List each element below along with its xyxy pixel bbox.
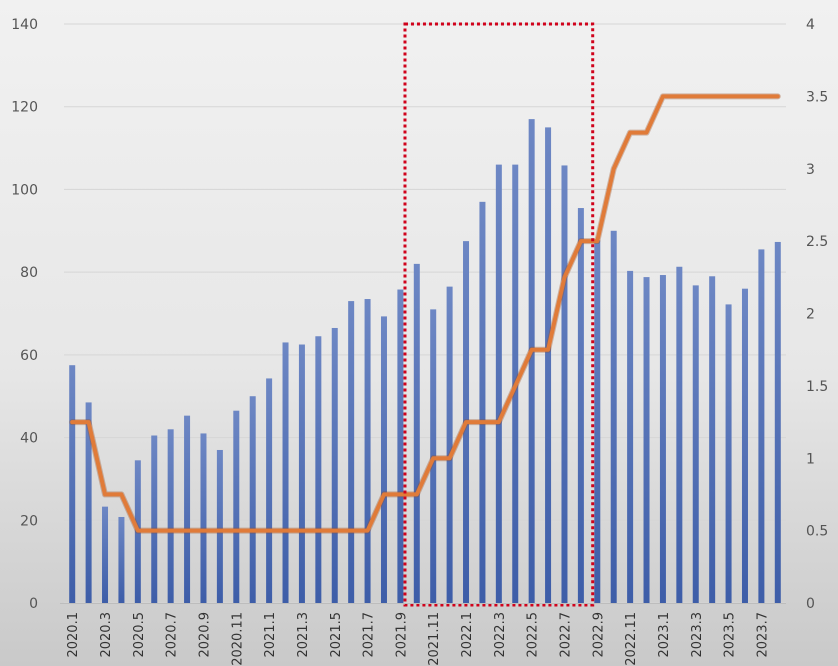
bar bbox=[298, 344, 305, 603]
bar bbox=[249, 396, 256, 603]
x-tick-label: 2020.11 bbox=[230, 612, 245, 666]
y2-tick-label: 3 bbox=[806, 162, 815, 178]
x-tick-label: 2023.7 bbox=[755, 612, 770, 658]
x-tick-label: 2022.7 bbox=[558, 612, 573, 658]
bar bbox=[315, 336, 322, 603]
x-tick-label: 2020.1 bbox=[66, 612, 81, 658]
y2-tick-label: 0.5 bbox=[806, 524, 828, 540]
y-tick-label: 40 bbox=[20, 431, 38, 447]
bar bbox=[758, 249, 765, 603]
y-tick-label: 100 bbox=[11, 182, 38, 198]
x-tick-label: 2020.3 bbox=[99, 612, 114, 658]
y-axis-left: 0 20 40 60 80 100 120 140 bbox=[11, 17, 38, 612]
x-tick-label: 2023.3 bbox=[690, 612, 705, 658]
series-line-shadow bbox=[69, 93, 781, 534]
bar bbox=[446, 286, 453, 603]
bar bbox=[495, 164, 502, 603]
bar bbox=[479, 201, 486, 604]
x-tick-label: 2021.1 bbox=[263, 612, 278, 658]
bar bbox=[594, 240, 601, 603]
x-tick-label: 2022.9 bbox=[591, 612, 606, 658]
x-tick-label: 2022.11 bbox=[624, 612, 639, 666]
bar bbox=[397, 289, 404, 603]
bar bbox=[545, 127, 552, 604]
series-line bbox=[70, 94, 780, 533]
bar bbox=[364, 299, 371, 603]
y-tick-label: 60 bbox=[20, 348, 38, 364]
x-tick-label: 2021.11 bbox=[427, 612, 442, 666]
x-tick-label: 2022.3 bbox=[493, 612, 508, 658]
y2-tick-label: 4 bbox=[806, 17, 815, 33]
bar bbox=[331, 327, 338, 603]
bar-series bbox=[69, 119, 781, 604]
bar bbox=[282, 342, 289, 603]
y-tick-label: 120 bbox=[11, 100, 38, 116]
bar bbox=[725, 304, 732, 603]
x-axis: 2020.1 2020.3 2020.5 2020.7 2020.9 2020.11 202… bbox=[60, 603, 786, 666]
y-axis-right: 0 0.5 1 1.5 2 2.5 3 3.5 4 bbox=[806, 17, 828, 612]
x-tick-label: 2021.9 bbox=[394, 612, 409, 658]
bar bbox=[692, 285, 699, 603]
bar bbox=[627, 270, 634, 603]
bar bbox=[233, 410, 240, 603]
x-tick-label: 2021.5 bbox=[329, 612, 344, 658]
x-tick-label: 2020.7 bbox=[165, 612, 180, 658]
y2-tick-label: 1.5 bbox=[806, 379, 828, 395]
bar bbox=[709, 276, 716, 603]
bar bbox=[216, 449, 223, 603]
x-tick-label: 2022.5 bbox=[526, 612, 541, 658]
bar bbox=[151, 435, 158, 603]
bar bbox=[577, 208, 584, 603]
x-tick-label: 2021.7 bbox=[362, 612, 377, 658]
bar bbox=[413, 263, 420, 603]
bar bbox=[676, 266, 683, 603]
bar bbox=[184, 415, 191, 603]
bar bbox=[118, 516, 125, 603]
bar bbox=[659, 275, 666, 603]
x-tick-label: 2023.5 bbox=[723, 612, 738, 658]
y-tick-label: 20 bbox=[20, 513, 38, 529]
bar bbox=[610, 230, 617, 604]
y2-tick-label: 0 bbox=[806, 596, 815, 612]
x-tick-label: 2023.1 bbox=[657, 612, 672, 658]
bar bbox=[774, 241, 781, 603]
x-tick-label: 2020.9 bbox=[197, 612, 212, 658]
bar bbox=[102, 506, 109, 603]
y2-tick-label: 2 bbox=[806, 307, 815, 323]
x-tick-label: 2022.1 bbox=[460, 612, 475, 658]
bar bbox=[528, 119, 535, 603]
bar bbox=[85, 402, 92, 603]
line-series bbox=[69, 93, 781, 534]
bar bbox=[69, 365, 76, 603]
bar bbox=[643, 277, 650, 603]
bar bbox=[167, 429, 174, 603]
x-tick-label: 2020.5 bbox=[132, 612, 147, 658]
bar bbox=[200, 433, 207, 603]
y-tick-label: 140 bbox=[11, 17, 38, 33]
y2-tick-label: 1 bbox=[806, 451, 815, 467]
bar bbox=[380, 316, 387, 603]
bar bbox=[266, 378, 273, 603]
bar bbox=[741, 288, 748, 603]
y-tick-label: 80 bbox=[20, 265, 38, 281]
x-tick-label: 2021.3 bbox=[296, 612, 311, 658]
bar bbox=[348, 301, 355, 603]
bar bbox=[430, 309, 437, 603]
y-tick-label: 0 bbox=[29, 596, 38, 612]
bar bbox=[561, 165, 568, 604]
y2-tick-label: 2.5 bbox=[806, 234, 828, 250]
y2-tick-label: 3.5 bbox=[806, 89, 828, 105]
